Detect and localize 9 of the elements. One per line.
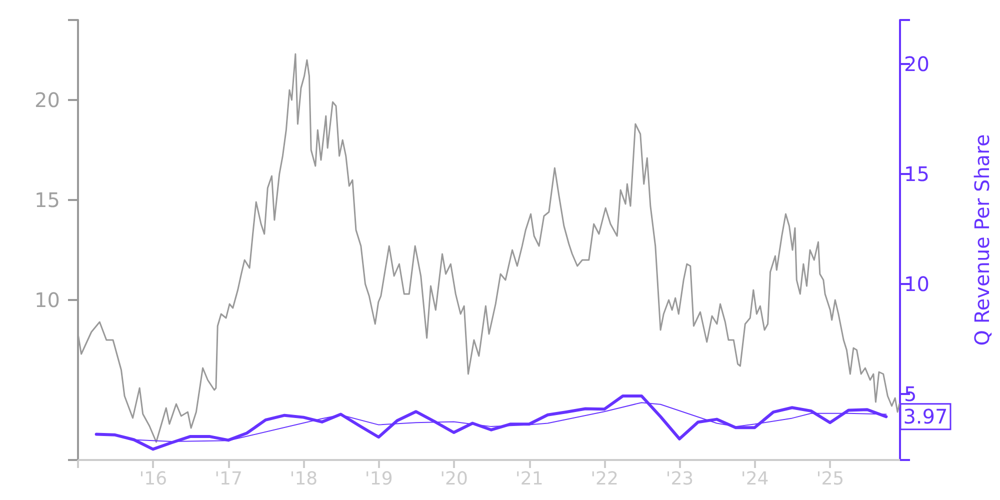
y2-tick-label: 15 [904,162,930,186]
y-tick-label: 20 [34,88,60,112]
y2-tick-label: 5 [904,382,917,406]
data-label: 3.97 [903,404,948,429]
y2-axis-title: Q Revenue Per Share [970,134,994,346]
y2-tick-label: 10 [904,272,930,296]
y-tick-label: 10 [34,288,60,312]
y2-tick-label: 20 [904,52,930,76]
y-tick-label: 15 [34,188,60,212]
